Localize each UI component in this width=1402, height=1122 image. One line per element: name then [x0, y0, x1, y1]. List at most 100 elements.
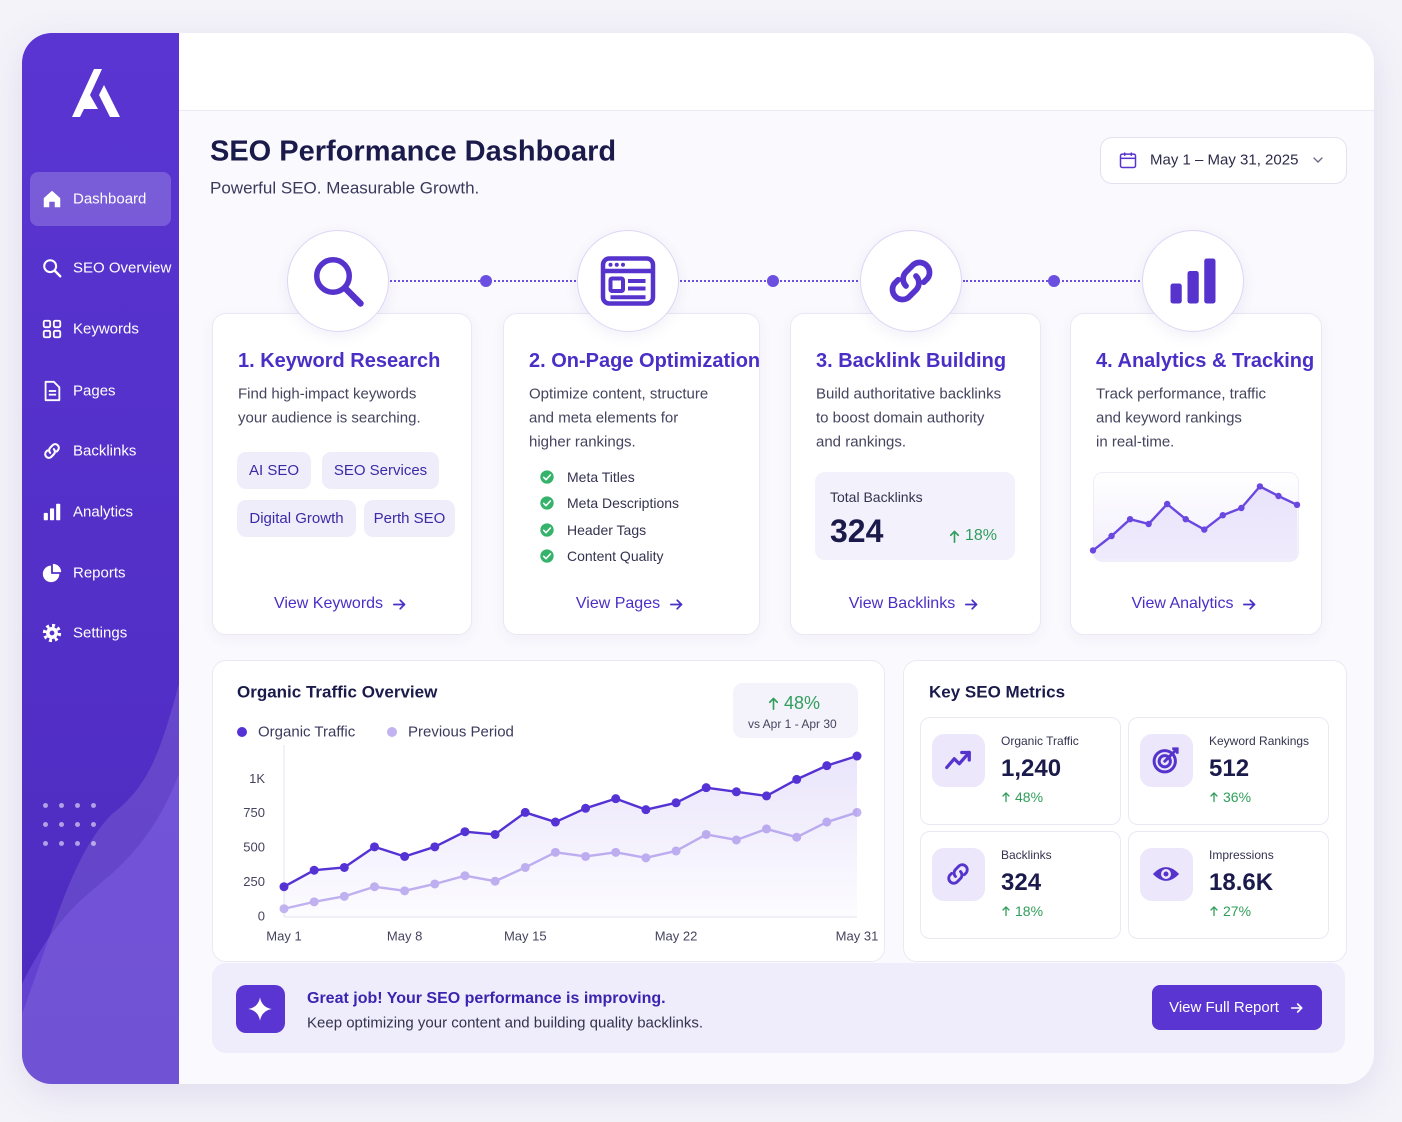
dot [59, 841, 64, 846]
arrowR-icon [670, 598, 683, 610]
icon-shape [1313, 157, 1323, 163]
legend-marker [387, 727, 397, 737]
icon-shape [1187, 271, 1199, 304]
dot [75, 841, 80, 846]
step-link[interactable]: View Backlinks [790, 592, 1039, 616]
step-icon-circle [860, 230, 962, 332]
keyword-tag[interactable]: SEO Services [322, 452, 439, 489]
step-link[interactable]: View Analytics [1070, 592, 1320, 616]
arrowU-icon [949, 530, 959, 543]
icon-shape [621, 262, 625, 267]
arrowR-icon [965, 598, 978, 610]
check-icon [540, 496, 554, 510]
dot [59, 803, 64, 808]
chart-change-note: vs Apr 1 - Apr 30 [748, 717, 837, 731]
icon-shape [56, 503, 61, 521]
icon-shape [542, 474, 552, 481]
icon-shape [52, 563, 62, 573]
sidebar-wave [22, 684, 179, 1084]
link-icon [44, 443, 60, 459]
step-link[interactable]: View Keywords [212, 592, 470, 616]
icon-shape [49, 508, 55, 521]
metric-value: 1,240 [1001, 755, 1062, 782]
keyword-tag[interactable]: Digital Growth [237, 500, 356, 537]
link-icon [889, 259, 933, 303]
step-link-text: View Backlinks [848, 595, 956, 612]
icon-shape [314, 257, 352, 295]
button-label: View Full Report [1169, 999, 1279, 1016]
icon-shape [971, 598, 978, 610]
stat-label: Total Backlinks [830, 489, 923, 505]
icon-shape [542, 553, 552, 560]
icon-shape [1163, 748, 1178, 763]
legend-label: Previous Period [408, 723, 514, 741]
icon-shape [42, 319, 52, 329]
check-icon [540, 549, 554, 563]
step-link-text: View Pages [575, 595, 661, 612]
step-title: 3. Backlink Building [816, 350, 1007, 372]
icon-shape [42, 565, 60, 583]
stat-change: 18% [965, 527, 998, 544]
connector-dot [767, 275, 779, 287]
icon-shape [53, 269, 62, 278]
icon-shape [1152, 749, 1177, 774]
nav-label: SEO Overview [73, 259, 172, 277]
nav-label: Pages [73, 382, 116, 400]
dot [43, 841, 48, 846]
arrowU-icon [1002, 792, 1010, 803]
icon-shape [248, 997, 272, 1021]
step-description: in real-time. [1096, 433, 1175, 451]
icon-shape [1172, 747, 1179, 754]
icon-shape [614, 262, 619, 267]
step-link-text: View Analytics [1131, 595, 1234, 612]
grid-icon [42, 319, 62, 339]
metric-value: 324 [1001, 869, 1042, 896]
nav-label: Settings [73, 624, 128, 642]
metric-value: 18.6K [1209, 869, 1274, 896]
eye-icon [1152, 867, 1180, 881]
icon-shape [1249, 598, 1256, 610]
icon-shape [342, 285, 364, 307]
nav-label: Backlinks [73, 442, 137, 460]
nav-label: Analytics [73, 503, 134, 521]
link-icon [947, 863, 969, 885]
arrowU-icon [1210, 906, 1218, 917]
icon-shape [540, 549, 554, 563]
icon-shape [947, 863, 969, 885]
icon-shape [52, 319, 62, 329]
icon-shape [768, 697, 778, 703]
page-title: SEO Performance Dashboard [210, 135, 617, 168]
metric-label: Organic Traffic [1001, 734, 1079, 748]
metric-change: 48% [1015, 789, 1044, 805]
dot [59, 822, 64, 827]
icon-shape [540, 470, 554, 484]
step-description: higher rankings. [529, 433, 636, 451]
step-description: to boost domain authority [816, 409, 985, 427]
view-report-button[interactable]: View Full Report [1152, 985, 1322, 1030]
doc-icon [44, 380, 61, 402]
checklist-item: Meta Titles [567, 469, 635, 485]
bars-icon [43, 503, 61, 521]
metrics-title: Key SEO Metrics [929, 682, 1066, 702]
icon-shape [1163, 871, 1169, 877]
step-link[interactable]: View Pages [503, 592, 758, 616]
keyword-tag[interactable]: Perth SEO [364, 500, 455, 537]
search-icon [43, 259, 62, 278]
legend-marker [237, 727, 247, 737]
icon-shape [43, 190, 61, 208]
icon-shape [1204, 258, 1216, 304]
nav-label: Reports [73, 564, 126, 582]
date-picker[interactable] [1100, 137, 1347, 184]
bars-icon [1170, 258, 1216, 304]
gear-icon [42, 623, 62, 643]
tag-label: AI SEO [248, 462, 300, 479]
step-title: 2. On-Page Optimization [529, 350, 761, 372]
step-icon-circle [287, 230, 389, 332]
arrowU-icon [1002, 906, 1010, 917]
banner-title: Great job! Your SEO performance is impro… [307, 990, 666, 1007]
metric-icon-box [932, 734, 985, 787]
top-bar [179, 33, 1374, 111]
icon-shape [1002, 906, 1010, 911]
sparkline-box [1093, 472, 1299, 562]
keyword-tag[interactable]: AI SEO [237, 452, 311, 489]
